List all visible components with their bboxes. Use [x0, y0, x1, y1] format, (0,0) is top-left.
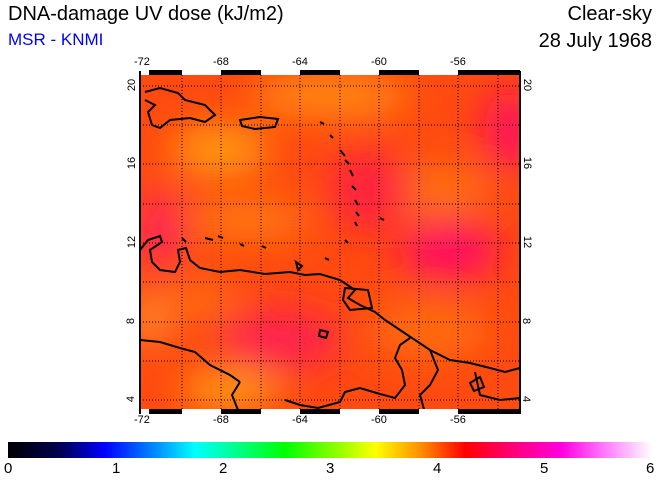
- colorbar-label: 6: [646, 460, 655, 477]
- lon-tick-bottom: -72: [134, 414, 150, 426]
- lon-tick-bottom: -60: [371, 414, 387, 426]
- date-label: 28 July 1968: [538, 30, 652, 52]
- lon-tick-top: -56: [450, 56, 466, 68]
- colorbar-label: 0: [4, 460, 13, 477]
- colorbar-label: 5: [540, 460, 549, 477]
- graticule: [140, 72, 520, 413]
- uv-dose-field: [140, 72, 520, 413]
- colorbar: [8, 442, 652, 458]
- lon-tick-top: -72: [134, 56, 150, 68]
- sky-condition-label: Clear-sky: [567, 3, 652, 25]
- lon-tick-top: -68: [213, 56, 229, 68]
- lon-tick-top: -60: [371, 56, 387, 68]
- coastlines: [140, 86, 520, 413]
- colorbar-label: 2: [219, 460, 228, 477]
- lon-tick-top: -64: [292, 56, 308, 68]
- colorbar-label: 1: [112, 460, 121, 477]
- lon-tick-bottom: -56: [450, 414, 466, 426]
- lon-tick-bottom: -68: [213, 414, 229, 426]
- frame-scale-bars: [141, 70, 520, 414]
- colorbar-label: 3: [326, 460, 335, 477]
- organization-label: MSR - KNMI: [8, 30, 104, 49]
- figure-title: DNA-damage UV dose (kJ/m2): [8, 3, 284, 25]
- colorbar-label: 4: [433, 460, 442, 477]
- lon-tick-bottom: -64: [292, 414, 308, 426]
